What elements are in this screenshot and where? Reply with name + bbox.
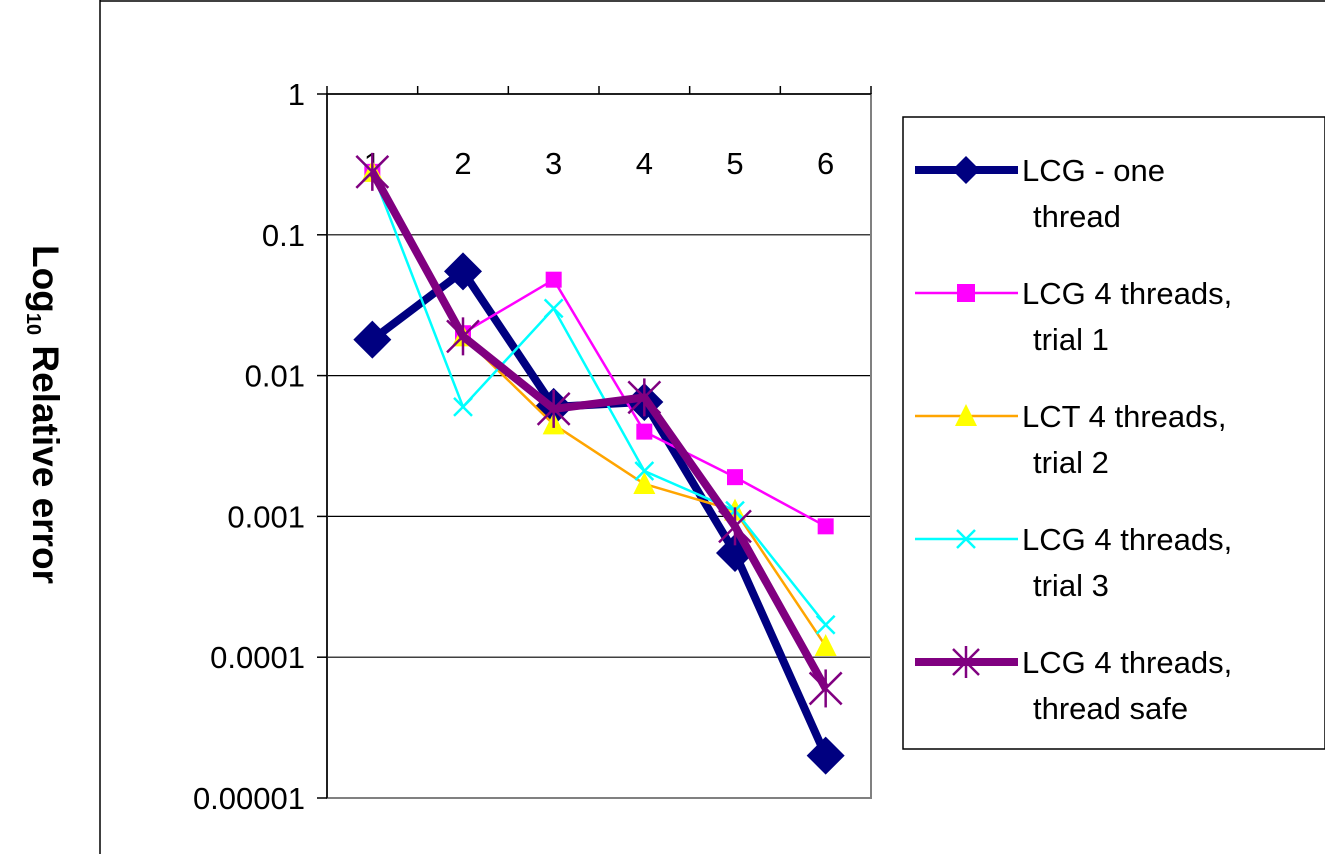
legend-entry-2: LCG 4 threads, trial 1	[915, 276, 1232, 357]
series-4	[362, 161, 836, 635]
series-1	[353, 252, 845, 775]
y-axis-label: Log10 Relative error	[18, 154, 68, 674]
y-tick-label: 0.01	[245, 359, 305, 394]
y-tick-label: 0.1	[262, 218, 305, 253]
data-point-star	[446, 317, 480, 356]
x-tick-label: 4	[636, 146, 653, 181]
legend-entry-4: LCG 4 threads, trial 3	[915, 522, 1232, 603]
data-point-x	[453, 396, 473, 417]
data-point-square	[636, 423, 653, 440]
y-ticks: 1 0.1 0.01 0.001 0.0001 0.00001	[193, 77, 327, 816]
legend-label: LCG 4 threads,	[1022, 276, 1232, 311]
legend-label: trial 3	[1033, 568, 1109, 603]
legend-label: LCG - one	[1022, 153, 1165, 188]
x-tick-label: 5	[726, 146, 743, 181]
legend-marker-diamond	[952, 156, 980, 184]
y-axis-label-rest: Relative error	[24, 334, 66, 584]
y-axis-label-subscript: 10	[21, 312, 44, 335]
legend-label: LCG 4 threads,	[1022, 522, 1232, 557]
legend-marker-star	[952, 646, 980, 678]
data-point-x	[543, 298, 564, 319]
legend-label: LCT 4 threads,	[1022, 399, 1226, 434]
y-tick-label: 1	[288, 77, 305, 112]
y-tick-label: 0.00001	[193, 781, 305, 816]
data-point-square	[545, 271, 562, 288]
x-tick-label: 2	[454, 146, 471, 181]
data-point-star	[808, 669, 843, 708]
data-point-diamond	[444, 252, 482, 291]
legend-marker-triangle	[955, 404, 977, 426]
data-point-x	[815, 614, 836, 635]
legend: LCG - one thread LCG 4 threads, trial 1 LCT …	[902, 116, 1325, 750]
x-tick-label: 6	[817, 146, 834, 181]
legend-entry-1: LCG - one thread	[915, 153, 1165, 234]
data-point-triangle	[814, 634, 837, 657]
y-tick-label: 0.001	[227, 499, 305, 534]
data-point-star	[718, 507, 752, 546]
legend-label: thread safe	[1033, 691, 1188, 726]
series-line	[368, 169, 830, 691]
data-point-diamond	[353, 320, 392, 359]
legend-label: thread	[1033, 199, 1121, 234]
series-line	[371, 171, 827, 626]
series-line	[369, 267, 830, 758]
data-point-square	[817, 518, 834, 535]
data-point-triangle	[633, 471, 656, 494]
legend-label: trial 1	[1033, 322, 1109, 357]
legend-label: trial 2	[1033, 445, 1109, 480]
legend-marker-square	[957, 284, 975, 302]
series-5	[355, 152, 843, 708]
data-point-star	[536, 389, 571, 428]
plot-area	[326, 93, 872, 799]
data-point-square	[727, 469, 743, 486]
legend-marker-x	[956, 529, 976, 549]
data-point-star	[627, 378, 662, 417]
y-tick-label: 0.0001	[210, 640, 305, 675]
data-point-diamond	[806, 736, 845, 775]
series-2	[364, 163, 834, 535]
legend-entry-3: LCT 4 threads, trial 2	[915, 399, 1226, 480]
legend-box	[902, 116, 1325, 750]
legend-entry-5: LCG 4 threads, thread safe	[915, 645, 1232, 726]
legend-label: LCG 4 threads,	[1022, 645, 1232, 680]
x-tick-label: 3	[545, 146, 562, 181]
y-axis-label-main: Log	[24, 244, 66, 313]
data-point-star	[355, 152, 390, 191]
series-group	[353, 152, 845, 775]
data-point-x	[634, 461, 655, 481]
